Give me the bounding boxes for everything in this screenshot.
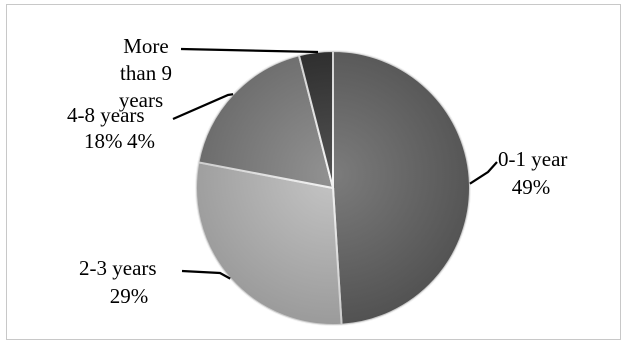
leader-4-8-years xyxy=(172,93,234,121)
label-4-8-years-name: 4-8 years xyxy=(67,103,145,127)
leader-more-than-9-years xyxy=(180,47,319,54)
label-2-3-years-pct: 29% xyxy=(110,284,149,308)
label-0-1-year-pct: 49% xyxy=(512,175,551,199)
label-2-3-years-name: 2-3 years xyxy=(79,256,157,280)
pie-slices xyxy=(195,49,471,326)
leader-lines xyxy=(172,47,498,280)
pie-slice-0-1-year xyxy=(332,49,471,326)
leader-2-3-years xyxy=(181,269,231,280)
label-more-than-9-years-pct: 4% xyxy=(127,129,155,153)
label-4-8-years-pct: 18% xyxy=(84,129,123,153)
leader-0-1-year xyxy=(469,161,498,185)
label-more-than-9-years-name: More than 9 years xyxy=(119,34,172,112)
label-0-1-year-name: 0-1 year xyxy=(498,147,567,171)
pie-slice-2-3-years xyxy=(195,161,343,326)
